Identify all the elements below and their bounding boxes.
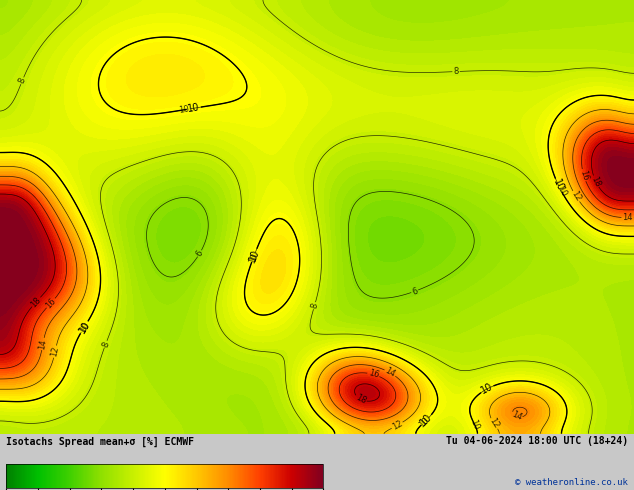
Text: 10: 10	[247, 248, 261, 263]
Text: 10: 10	[555, 185, 568, 198]
Text: © weatheronline.co.uk: © weatheronline.co.uk	[515, 478, 628, 487]
Text: 18: 18	[29, 295, 43, 309]
Text: 10: 10	[78, 320, 91, 334]
Text: 10: 10	[417, 415, 431, 429]
Text: 8: 8	[453, 67, 459, 76]
Text: 16: 16	[367, 368, 380, 380]
Text: Isotachs Spread mean+σ [%] ECMWF: Isotachs Spread mean+σ [%] ECMWF	[6, 437, 195, 447]
Text: 6: 6	[411, 286, 419, 296]
Text: 18: 18	[590, 175, 602, 188]
Text: 8: 8	[309, 302, 320, 310]
Text: 8: 8	[101, 340, 111, 348]
Text: 10: 10	[77, 319, 92, 335]
Text: 12: 12	[569, 190, 583, 203]
Text: Tu 04-06-2024 18:00 UTC (18+24): Tu 04-06-2024 18:00 UTC (18+24)	[446, 437, 628, 446]
Text: 14: 14	[384, 366, 397, 379]
Text: 10: 10	[551, 177, 566, 193]
Text: 16: 16	[578, 169, 590, 182]
Text: 14: 14	[37, 338, 48, 350]
Text: 10: 10	[418, 412, 434, 428]
Text: 12: 12	[488, 416, 501, 430]
Text: 6: 6	[195, 249, 205, 258]
Text: 10: 10	[247, 252, 259, 265]
Text: 14: 14	[623, 213, 633, 222]
Text: 10: 10	[479, 382, 495, 396]
Text: 8: 8	[17, 76, 27, 85]
Text: 10: 10	[187, 102, 201, 114]
Text: 10: 10	[469, 418, 481, 432]
Text: 10: 10	[178, 104, 190, 115]
Text: 12: 12	[49, 345, 61, 358]
Text: 12: 12	[391, 419, 404, 432]
Text: 18: 18	[354, 393, 368, 406]
Text: 16: 16	[44, 296, 58, 310]
Text: 14: 14	[510, 410, 523, 423]
